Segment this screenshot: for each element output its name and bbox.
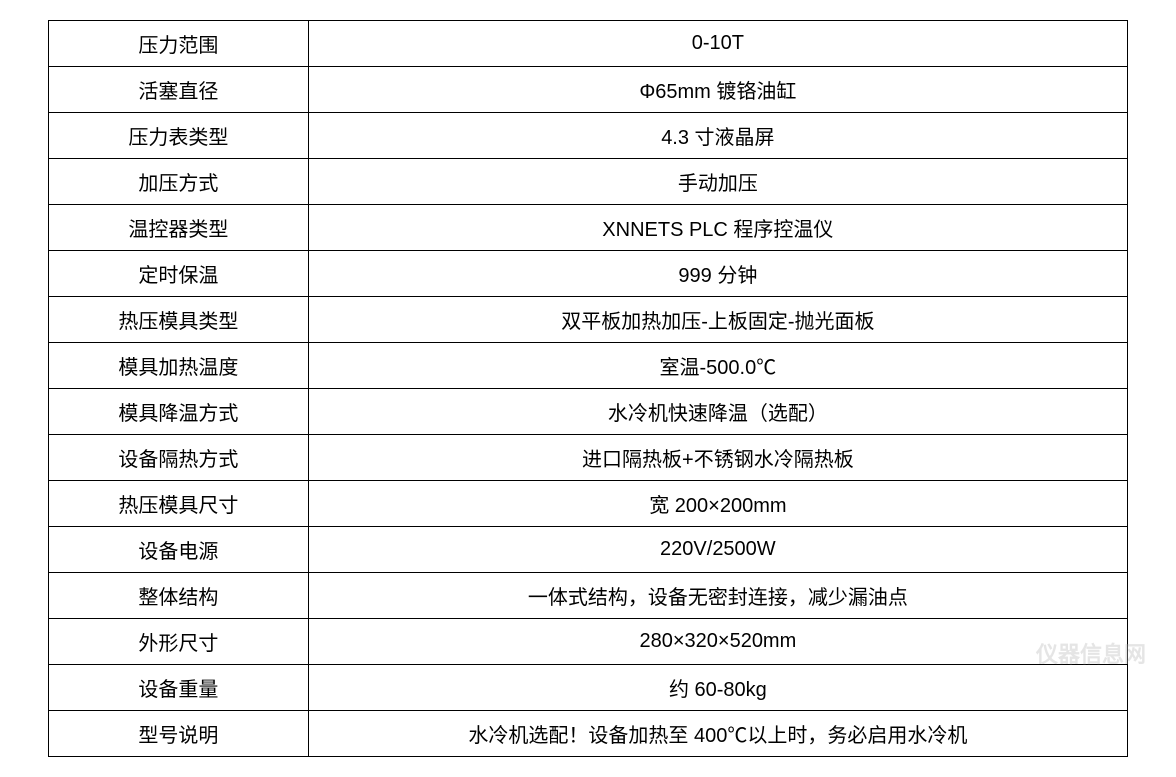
spec-value: 约 60-80kg: [308, 665, 1127, 711]
table-row: 模具降温方式 水冷机快速降温（选配）: [49, 389, 1128, 435]
spec-label: 整体结构: [49, 573, 309, 619]
table-row: 温控器类型 XNNETS PLC 程序控温仪: [49, 205, 1128, 251]
table-row: 压力表类型 4.3 寸液晶屏: [49, 113, 1128, 159]
specification-table: 压力范围 0-10T 活塞直径 Φ65mm 镀铬油缸 压力表类型 4.3 寸液晶…: [48, 20, 1128, 757]
spec-value: 宽 200×200mm: [308, 481, 1127, 527]
spec-label: 型号说明: [49, 711, 309, 757]
spec-value: 手动加压: [308, 159, 1127, 205]
spec-label: 外形尺寸: [49, 619, 309, 665]
spec-value: 室温-500.0℃: [308, 343, 1127, 389]
spec-label: 压力表类型: [49, 113, 309, 159]
table-row: 加压方式 手动加压: [49, 159, 1128, 205]
spec-label: 加压方式: [49, 159, 309, 205]
spec-value: 0-10T: [308, 21, 1127, 67]
spec-value: 280×320×520mm: [308, 619, 1127, 665]
spec-label: 设备电源: [49, 527, 309, 573]
spec-value: 水冷机快速降温（选配）: [308, 389, 1127, 435]
table-row: 活塞直径 Φ65mm 镀铬油缸: [49, 67, 1128, 113]
spec-value: 999 分钟: [308, 251, 1127, 297]
table-row: 整体结构 一体式结构，设备无密封连接，减少漏油点: [49, 573, 1128, 619]
spec-value: 双平板加热加压-上板固定-抛光面板: [308, 297, 1127, 343]
spec-value: 4.3 寸液晶屏: [308, 113, 1127, 159]
spec-label: 设备隔热方式: [49, 435, 309, 481]
spec-label: 热压模具类型: [49, 297, 309, 343]
spec-value: 一体式结构，设备无密封连接，减少漏油点: [308, 573, 1127, 619]
table-row: 型号说明 水冷机选配！设备加热至 400℃以上时，务必启用水冷机: [49, 711, 1128, 757]
spec-label: 温控器类型: [49, 205, 309, 251]
spec-label: 模具加热温度: [49, 343, 309, 389]
table-row: 模具加热温度 室温-500.0℃: [49, 343, 1128, 389]
spec-value: Φ65mm 镀铬油缸: [308, 67, 1127, 113]
spec-label: 热压模具尺寸: [49, 481, 309, 527]
spec-value: 进口隔热板+不锈钢水冷隔热板: [308, 435, 1127, 481]
table-row: 定时保温 999 分钟: [49, 251, 1128, 297]
table-row: 设备隔热方式 进口隔热板+不锈钢水冷隔热板: [49, 435, 1128, 481]
table-row: 设备电源 220V/2500W: [49, 527, 1128, 573]
table-body: 压力范围 0-10T 活塞直径 Φ65mm 镀铬油缸 压力表类型 4.3 寸液晶…: [49, 21, 1128, 757]
spec-label: 模具降温方式: [49, 389, 309, 435]
spec-label: 活塞直径: [49, 67, 309, 113]
spec-label: 定时保温: [49, 251, 309, 297]
table-row: 外形尺寸 280×320×520mm: [49, 619, 1128, 665]
table-row: 设备重量 约 60-80kg: [49, 665, 1128, 711]
spec-label: 设备重量: [49, 665, 309, 711]
table-row: 热压模具类型 双平板加热加压-上板固定-抛光面板: [49, 297, 1128, 343]
table-row: 热压模具尺寸 宽 200×200mm: [49, 481, 1128, 527]
spec-label: 压力范围: [49, 21, 309, 67]
spec-value: XNNETS PLC 程序控温仪: [308, 205, 1127, 251]
spec-value: 220V/2500W: [308, 527, 1127, 573]
table-row: 压力范围 0-10T: [49, 21, 1128, 67]
spec-value: 水冷机选配！设备加热至 400℃以上时，务必启用水冷机: [308, 711, 1127, 757]
